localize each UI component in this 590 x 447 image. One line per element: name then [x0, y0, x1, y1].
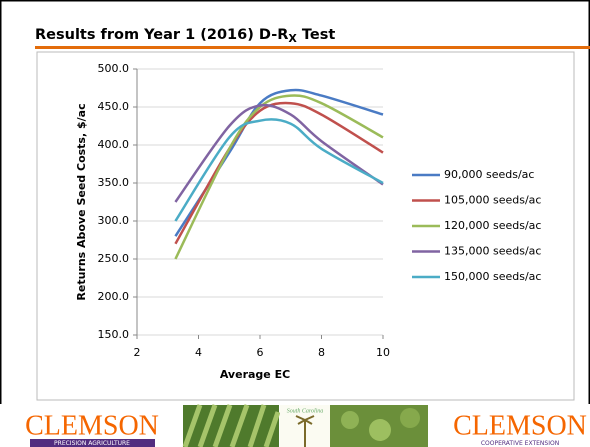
- legend-label: 105,000 seeds/ac: [444, 194, 541, 207]
- sc-logo-text: South Carolina: [287, 408, 324, 414]
- y-tick-label: 250.0: [98, 252, 130, 265]
- x-tick-label: 10: [376, 346, 390, 359]
- title-sub: X: [288, 32, 297, 45]
- series-line: [174, 94, 384, 260]
- right-logo: CLEMSON: [453, 410, 587, 441]
- title-end: Test: [297, 27, 335, 43]
- legend-label: 90,000 seeds/ac: [444, 168, 534, 181]
- left-logo-bar: [30, 439, 155, 447]
- legend-label: 120,000 seeds/ac: [444, 219, 541, 232]
- right-logo-sub: COOPERATIVE EXTENSION: [481, 440, 559, 447]
- x-tick-label: 6: [257, 346, 264, 359]
- y-tick-label: 150.0: [98, 328, 130, 341]
- title-rule: [35, 46, 590, 49]
- y-tick-label: 400.0: [98, 138, 130, 151]
- y-axis-label: Returns Above Seed Costs, $/ac: [75, 103, 88, 300]
- legend-label: 150,000 seeds/ac: [444, 270, 541, 283]
- x-axis-label: Average EC: [220, 368, 290, 381]
- title-main: Results from Year 1 (2016) D-R: [35, 27, 288, 43]
- left-logo-sub: PRECISION AGRICULTURE: [54, 440, 130, 447]
- series-line: [174, 118, 384, 222]
- crop-rows: [182, 404, 281, 447]
- palmetto: [295, 415, 315, 447]
- y-tick-label: 450.0: [98, 100, 130, 113]
- y-tick-label: 300.0: [98, 214, 130, 227]
- x-tick-label: 8: [318, 346, 325, 359]
- y-tick-label: 350.0: [98, 176, 130, 189]
- leaf: [400, 408, 420, 428]
- y-tick-label: 200.0: [98, 290, 130, 303]
- left-logo: CLEMSON: [25, 410, 159, 441]
- legend-label: 135,000 seeds/ac: [444, 245, 541, 258]
- y-tick-label: 500.0: [98, 62, 130, 75]
- leaf: [369, 419, 391, 441]
- x-tick-label: 4: [195, 346, 202, 359]
- plot-frame: [36, 51, 575, 401]
- right-logo-bar: [458, 439, 582, 447]
- chart-title: Results from Year 1 (2016) D-RX Test: [35, 27, 335, 45]
- leaf: [341, 411, 359, 429]
- series-line: [174, 103, 384, 203]
- x-tick-label: 2: [134, 346, 141, 359]
